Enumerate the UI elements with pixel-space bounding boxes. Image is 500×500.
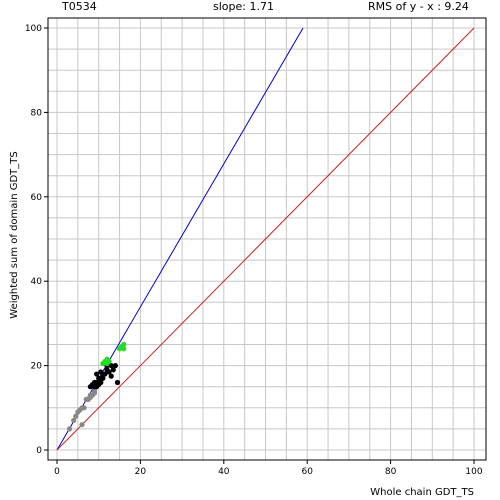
x-tick-label: 40 [218, 467, 230, 477]
x-axis-label: Whole chain GDT_TS [370, 487, 474, 498]
data-point [106, 358, 112, 364]
x-tick-label: 60 [301, 467, 313, 477]
data-point [79, 422, 85, 428]
y-axis-label: Weighted sum of domain GDT_TS [9, 151, 20, 318]
y-tick-label: 60 [31, 193, 43, 203]
y-tick-label: 40 [31, 277, 43, 287]
x-tick-label: 80 [385, 467, 397, 477]
y-tick-label: 80 [31, 108, 43, 118]
data-point [98, 369, 104, 375]
data-point [114, 379, 121, 386]
data-points [66, 341, 127, 432]
grid [48, 18, 486, 460]
plot-frame [47, 17, 487, 461]
data-point [100, 375, 106, 381]
data-point [81, 405, 87, 411]
y-tick-label: 20 [31, 362, 43, 372]
data-point [121, 341, 127, 348]
slope-label: slope: 1.71 [213, 0, 274, 13]
data-point [108, 373, 114, 379]
data-point [98, 379, 104, 386]
y-axis-ticks: 0 20 40 60 80 100 [25, 24, 48, 456]
x-axis-ticks: 0 20 40 60 80 100 [54, 460, 483, 477]
x-tick-label: 0 [54, 467, 60, 477]
rms-label: RMS of y - x : 9.24 [368, 0, 469, 13]
identity-line [56, 27, 475, 451]
data-point [94, 371, 100, 377]
data-point [66, 426, 73, 432]
data-point [121, 346, 127, 352]
data-point [108, 363, 114, 369]
data-point [91, 388, 98, 394]
x-tick-label: 20 [135, 467, 147, 477]
data-point [89, 392, 96, 398]
data-point [71, 417, 77, 424]
y-tick-label: 0 [36, 446, 42, 456]
chart-title: T0534 [62, 0, 97, 13]
data-point [110, 367, 116, 373]
data-point [102, 371, 108, 377]
data-point [106, 369, 112, 375]
x-tick-label: 100 [465, 467, 482, 477]
data-point [112, 363, 118, 369]
data-point [73, 413, 79, 419]
y-tick-label: 100 [25, 24, 42, 34]
